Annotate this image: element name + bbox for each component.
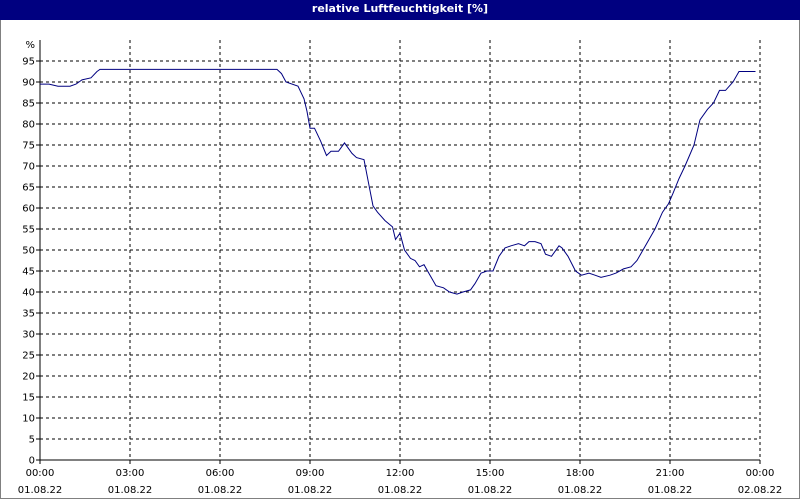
- chart-title-bar: relative Luftfeuchtigkeit [%]: [0, 0, 800, 20]
- x-tick-time-label: 00:00: [746, 468, 775, 479]
- data-series: [40, 68, 756, 295]
- y-tick-label: 40: [22, 288, 35, 299]
- y-unit-label: %: [25, 40, 35, 51]
- y-tick-label: 5: [29, 435, 35, 446]
- y-axis-ticks: 0 5 10 15 20 25 30 35 40 45 50 55 60 65 70 75 80 85 90 95%: [22, 40, 40, 467]
- x-tick-date-label: 01.08.22: [648, 485, 693, 496]
- y-tick-label: 20: [22, 372, 35, 383]
- x-tick-time-label: 06:00: [206, 468, 235, 479]
- y-tick-label: 70: [22, 162, 35, 173]
- x-tick-date-label: 02.08.22: [738, 485, 783, 496]
- y-tick-label: 35: [22, 309, 35, 320]
- y-tick-label: 30: [22, 330, 35, 341]
- y-tick-label: 50: [22, 246, 35, 257]
- y-tick-label: 90: [22, 78, 35, 89]
- x-tick-date-label: 01.08.22: [558, 485, 603, 496]
- x-tick-date-label: 01.08.22: [198, 485, 243, 496]
- y-tick-label: 15: [22, 393, 35, 404]
- x-tick-date-label: 01.08.22: [288, 485, 333, 496]
- grid-lines: [40, 40, 761, 460]
- chart-title: relative Luftfeuchtigkeit [%]: [311, 2, 489, 15]
- x-tick-date-label: 01.08.22: [108, 485, 153, 496]
- x-tick-time-label: 00:00: [26, 468, 55, 479]
- x-tick-time-label: 12:00: [386, 468, 415, 479]
- y-tick-label: 95: [22, 57, 35, 68]
- y-tick-label: 80: [22, 120, 35, 131]
- y-tick-label: 10: [22, 414, 35, 425]
- y-tick-label: 55: [22, 225, 35, 236]
- x-axis-ticks: 00:00 01.08.22 03:00 01.08.22 06:00 01.08.22 0…: [18, 460, 783, 496]
- x-tick-time-label: 18:00: [566, 468, 595, 479]
- y-tick-label: 25: [22, 351, 35, 362]
- y-tick-label: 0: [29, 456, 35, 467]
- x-tick-time-label: 21:00: [656, 468, 685, 479]
- y-tick-label: 85: [22, 99, 35, 110]
- x-tick-date-label: 01.08.22: [378, 485, 423, 496]
- x-tick-time-label: 09:00: [296, 468, 325, 479]
- humidity-series-line: [40, 68, 756, 295]
- x-tick-time-label: 03:00: [116, 468, 145, 479]
- y-tick-label: 65: [22, 183, 35, 194]
- y-tick-label: 45: [22, 267, 35, 278]
- y-tick-label: 60: [22, 204, 35, 215]
- y-tick-label: 75: [22, 141, 35, 152]
- x-tick-time-label: 15:00: [476, 468, 505, 479]
- x-tick-date-label: 01.08.22: [468, 485, 513, 496]
- x-tick-date-label: 01.08.22: [18, 485, 63, 496]
